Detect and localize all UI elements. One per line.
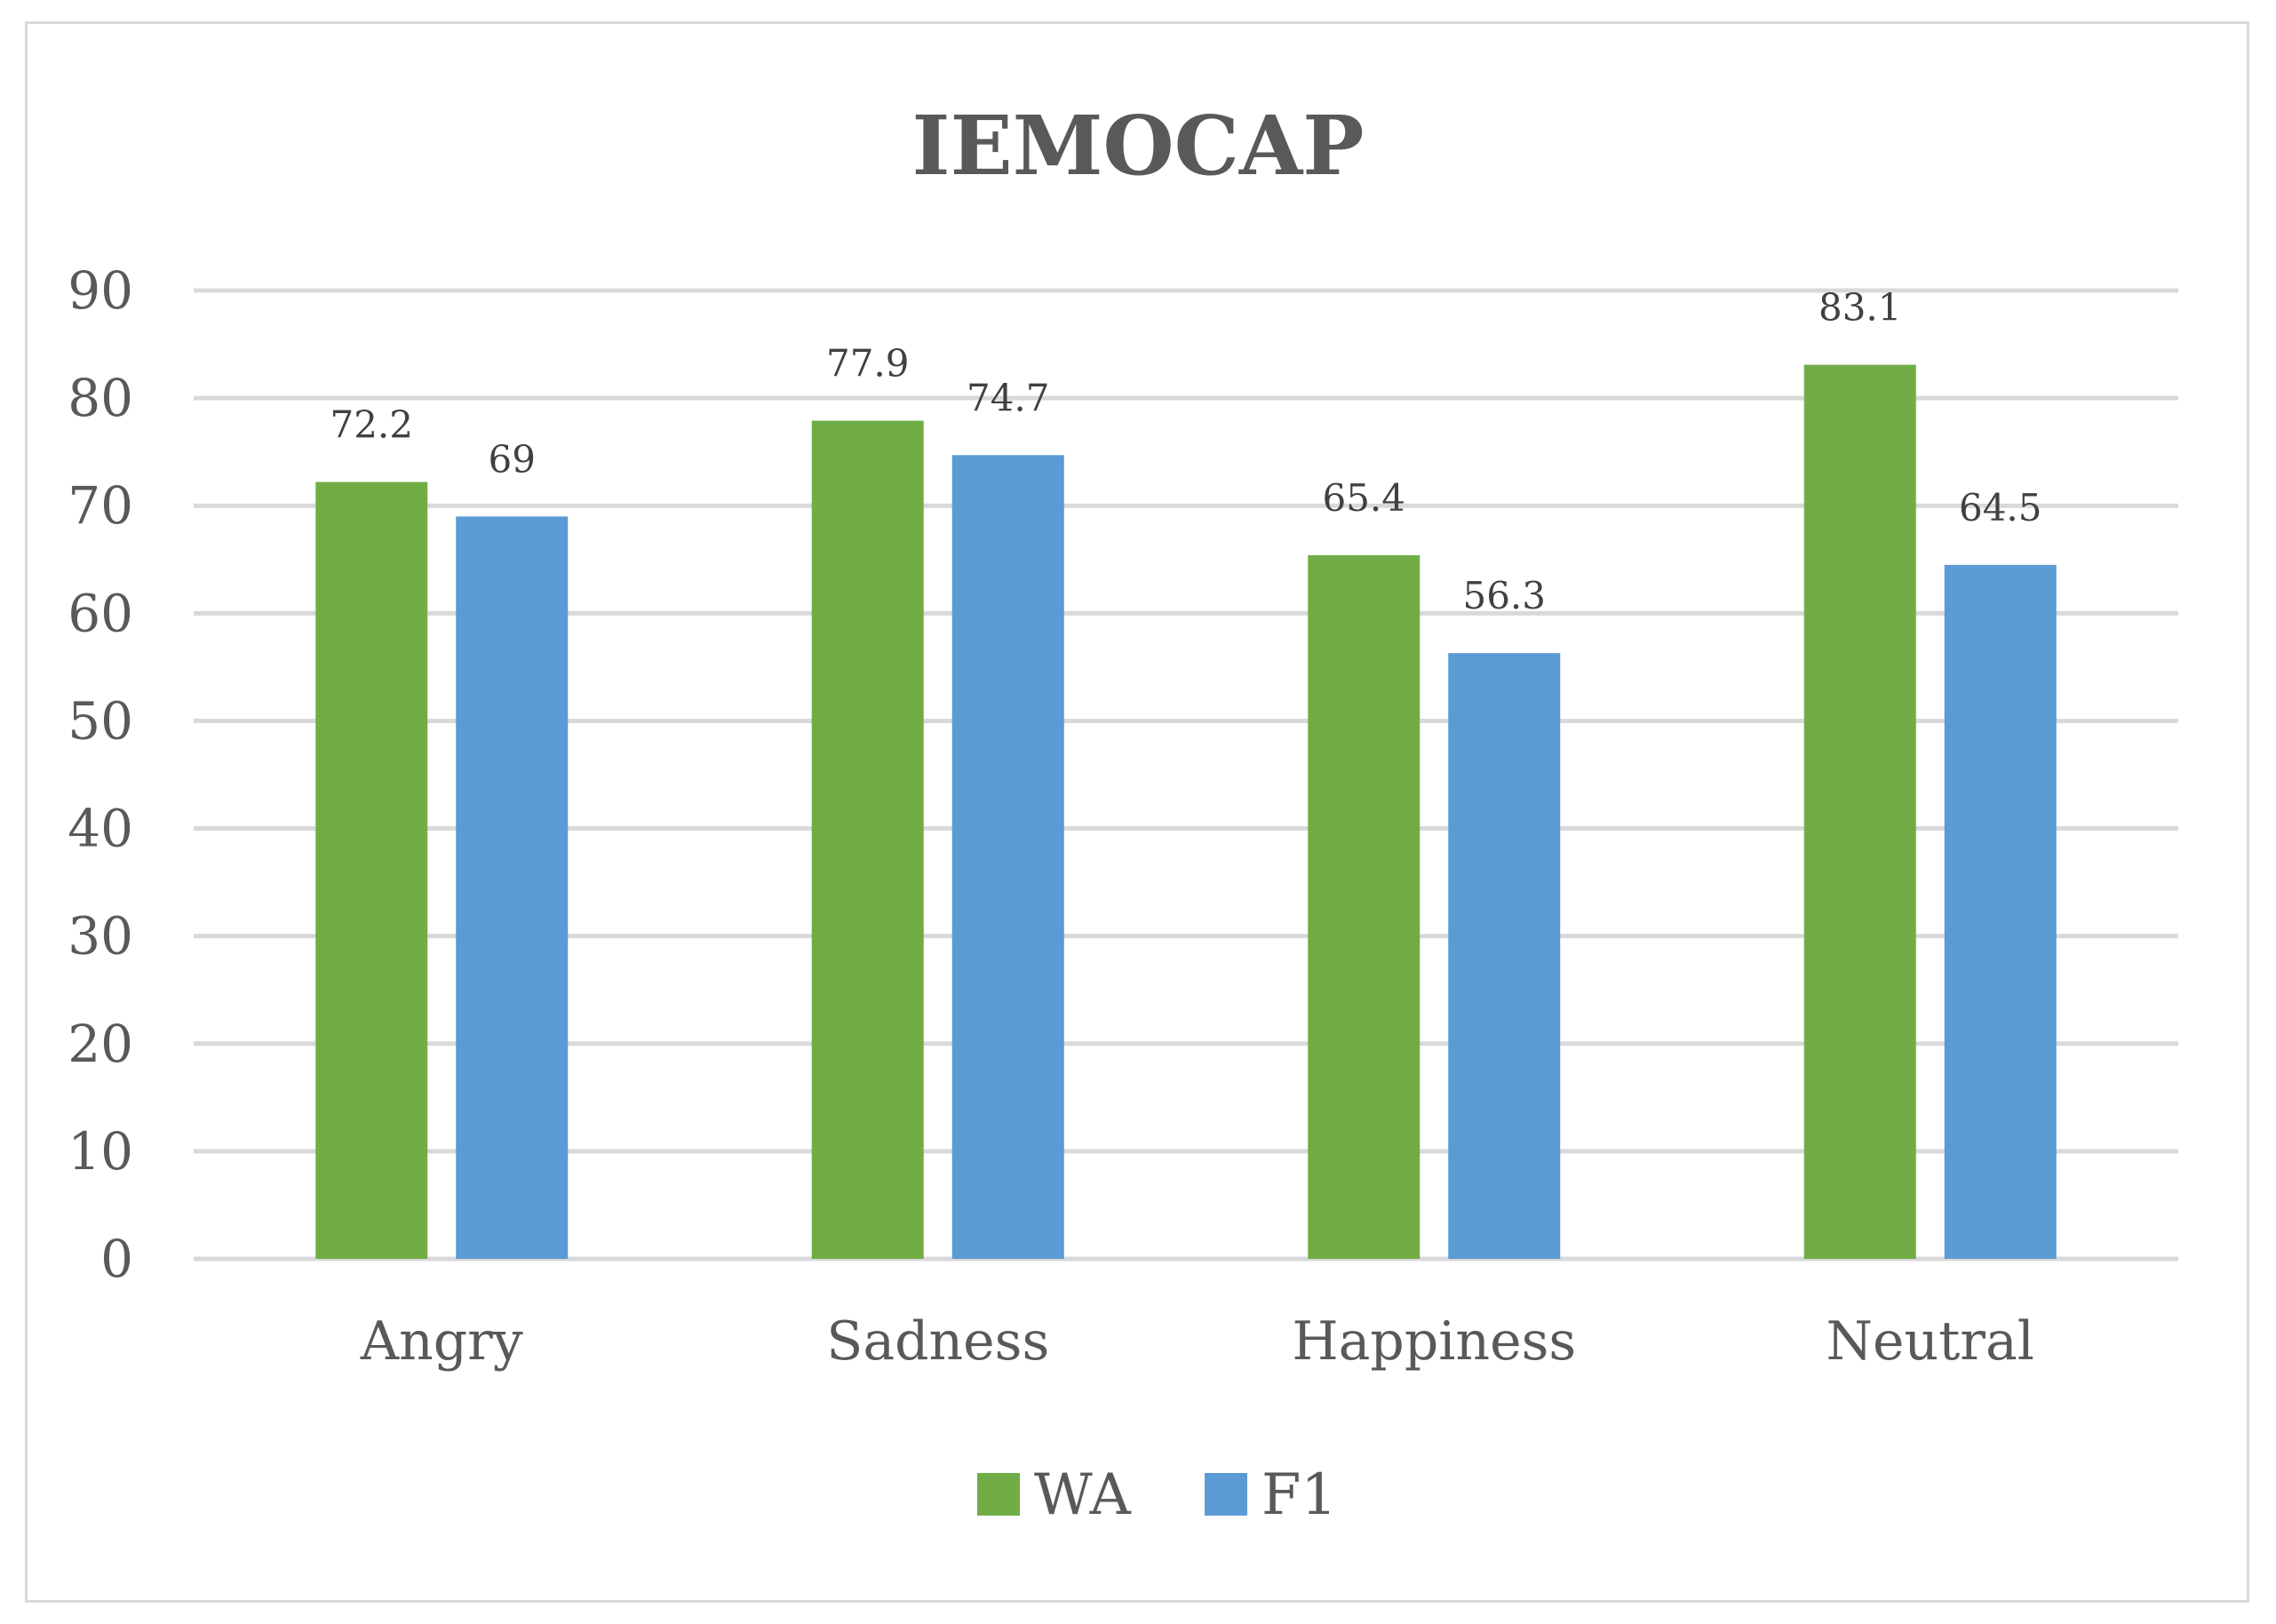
legend-label-wa: WA: [1034, 1462, 1132, 1528]
y-tick-label-0: 0: [100, 1229, 133, 1289]
x-axis-categories: Angry Sadness Happiness Neutral: [360, 1310, 2034, 1373]
data-label-angry-f1: 69: [489, 437, 536, 481]
y-tick-label-90: 90: [68, 260, 133, 321]
bar-sadness-f1: [951, 455, 1064, 1259]
y-tick-label-60: 60: [68, 583, 133, 643]
x-category-label-sadness: Sadness: [826, 1310, 1049, 1373]
bar-happiness-wa: [1308, 554, 1421, 1259]
legend-swatch-wa: [977, 1473, 1020, 1516]
y-tick-label-30: 30: [68, 906, 133, 967]
x-category-label-neutral: Neutral: [1826, 1310, 2034, 1373]
x-category-label-happiness: Happiness: [1292, 1310, 1576, 1373]
y-tick-label-50: 50: [68, 690, 133, 751]
legend: WA F1: [977, 1462, 1337, 1528]
y-tick-label-40: 40: [68, 799, 133, 859]
data-labels: 72.2 69 77.9 74.7 65.4 56.3 83.1 64.5: [330, 286, 2041, 618]
x-category-label-angry: Angry: [360, 1310, 523, 1373]
bars: [315, 364, 2057, 1260]
y-tick-label-80: 80: [68, 368, 133, 428]
legend-swatch-f1: [1205, 1473, 1247, 1516]
y-tick-label-70: 70: [68, 475, 133, 536]
bar-angry-wa: [315, 482, 428, 1259]
data-label-angry-wa: 72.2: [330, 403, 413, 447]
bar-angry-f1: [456, 516, 569, 1259]
data-label-neutral-wa: 83.1: [1818, 286, 1902, 330]
y-tick-label-10: 10: [68, 1121, 133, 1182]
bar-neutral-f1: [1944, 564, 2057, 1259]
data-label-sadness-f1: 74.7: [967, 376, 1050, 419]
chart-title: IEMOCAP: [912, 98, 1365, 194]
y-axis-ticks: 0 10 20 30 40 50 60 70 80 90: [68, 260, 133, 1289]
legend-label-f1: F1: [1261, 1462, 1337, 1528]
data-label-happiness-f1: 56.3: [1462, 574, 1546, 617]
data-label-happiness-wa: 65.4: [1322, 476, 1405, 520]
y-tick-label-20: 20: [68, 1014, 133, 1074]
data-label-neutral-f1: 64.5: [1959, 486, 2042, 529]
data-label-sadness-wa: 77.9: [826, 342, 910, 386]
bar-sadness-wa: [811, 420, 924, 1259]
bar-happiness-f1: [1448, 653, 1561, 1259]
bar-neutral-wa: [1803, 364, 1916, 1260]
